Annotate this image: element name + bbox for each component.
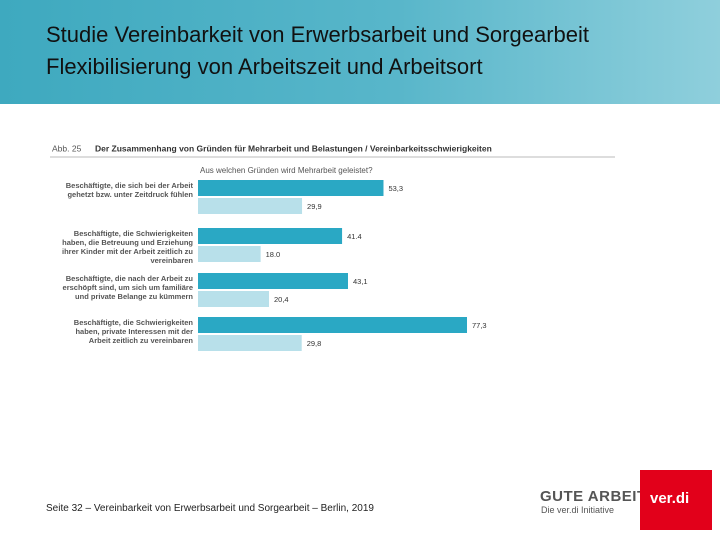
value-label: 41.4 — [347, 232, 362, 241]
bar — [198, 273, 348, 289]
bar — [198, 335, 302, 351]
bar — [198, 317, 468, 333]
logo-text: GUTE ARBEIT — [540, 488, 647, 505]
value-label: 18.0 — [266, 250, 281, 259]
footer-text: Seite 32 – Vereinbarkeit von Erwerbsarbe… — [46, 503, 374, 514]
chart-subtitle: Aus welchen Gründen wird Mehrarbeit gele… — [200, 166, 373, 175]
category-label: Beschäftigte, die sich bei der Arbeit ge… — [65, 181, 193, 199]
category-label: Beschäftigte, die nach der Arbeit zu ers… — [62, 274, 193, 301]
bar — [198, 180, 384, 196]
header: Studie Vereinbarkeit von Erwerbsarbeit u… — [0, 0, 720, 104]
value-label: 77,3 — [472, 321, 487, 330]
bar — [198, 291, 269, 307]
bar — [198, 246, 261, 262]
value-label: 29,9 — [307, 202, 322, 211]
category-label: Beschäftigte, die Schwierigkeiten haben,… — [62, 229, 193, 265]
value-label: 29,8 — [307, 339, 322, 348]
verdi-logo — [640, 470, 712, 530]
slide-title: Studie Vereinbarkeit von Erwerbsarbeit u… — [46, 22, 589, 47]
chart-title: Der Zusammenhang von Gründen für Mehrarb… — [95, 143, 492, 153]
value-label: 20,4 — [274, 295, 289, 304]
verdi-logo-text: ver.di — [650, 490, 690, 507]
slide-subtitle: Flexibilisierung von Arbeitszeit und Arb… — [46, 54, 483, 79]
category-label: Beschäftigte, die Schwierigkeiten haben,… — [73, 318, 193, 345]
bar — [198, 198, 303, 214]
figure-label: Abb. 25 — [52, 143, 82, 153]
value-label: 43,1 — [353, 277, 368, 286]
value-label: 53,3 — [388, 184, 403, 193]
logo-subtext: Die ver.di Initiative — [541, 505, 615, 515]
bar — [198, 228, 343, 244]
